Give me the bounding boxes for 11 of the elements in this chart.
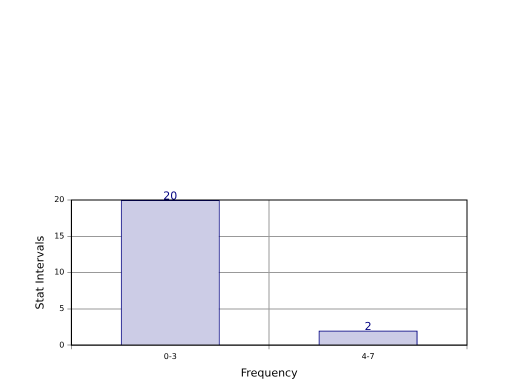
x-tick-label: 0-3 <box>164 352 177 362</box>
x-axis-title: Frequency <box>240 366 298 380</box>
data-label: 2 <box>364 320 372 334</box>
y-tick-label: 15 <box>54 231 64 240</box>
y-tick-label: 20 <box>54 195 64 204</box>
y-axis-title: Stat Intervals <box>33 235 46 310</box>
x-tick-label: 4-7 <box>362 352 375 362</box>
data-label: 20 <box>163 189 178 202</box>
y-tick-label: 0 <box>59 340 64 350</box>
y-tick-label: 5 <box>59 304 64 313</box>
y-tick-label: 10 <box>54 268 64 277</box>
